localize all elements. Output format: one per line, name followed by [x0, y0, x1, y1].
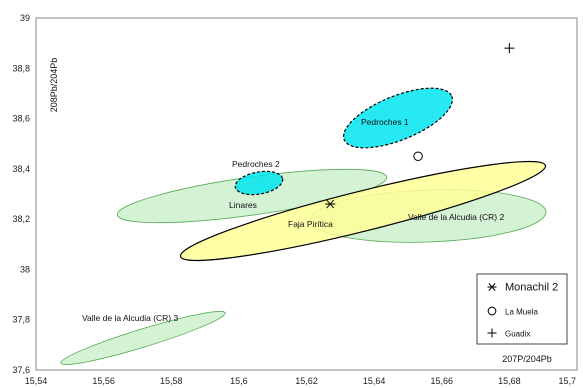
x-axis-label: 207P/204Pb — [502, 354, 552, 364]
y-axis-label: 208Pb/204Pb — [49, 58, 59, 113]
y-tick-label: 37,8 — [12, 315, 30, 325]
field-valle-alcudia-3 — [60, 311, 226, 365]
field-label-faja-piritica: Faja Pirítica — [288, 219, 333, 229]
x-tick-label: 15,68 — [498, 376, 521, 386]
y-tick-label: 37,6 — [12, 365, 30, 375]
y-tick-label: 38,2 — [12, 214, 30, 224]
y-tick-label: 38,4 — [12, 164, 30, 174]
y-tick-label: 39 — [20, 13, 30, 23]
y-tick-label: 38,6 — [12, 114, 30, 124]
x-tick-label: 15,64 — [363, 376, 386, 386]
legend-label: Guadix — [505, 330, 530, 339]
field-label-linares: Linares — [229, 200, 257, 210]
legend-marker-monachil-2 — [487, 283, 497, 291]
x-tick-label: 15,54 — [25, 376, 48, 386]
point-guadix — [504, 43, 515, 54]
field-faja-piritica — [179, 160, 547, 262]
field-pedroches-1 — [342, 87, 454, 149]
legend-label: La Muela — [505, 308, 538, 317]
field-label-valle-alcudia-3: Valle de la Alcudia (CR) 3 — [82, 313, 178, 323]
legend-marker-guadix — [487, 328, 497, 338]
point-monachil-2 — [325, 199, 336, 209]
field-pedroches-2 — [234, 170, 284, 196]
field-label-pedroches-1: Pedroches 1 — [361, 117, 409, 127]
y-tick-label: 38 — [20, 264, 30, 274]
y-tick-label: 38,8 — [12, 63, 30, 73]
x-tick-labels: 15,54 15,56 15,58 15,6 15,62 15,64 15,66 15,68 1… — [25, 376, 576, 386]
field-label-pedroches-2: Pedroches 2 — [232, 159, 280, 169]
fields-layer — [60, 87, 547, 365]
point-la-muela — [413, 151, 423, 162]
x-tick-label: 15,6 — [230, 376, 248, 386]
legend-label: Monachil 2 — [505, 282, 558, 294]
x-tick-label: 15,56 — [92, 376, 115, 386]
x-tick-label: 15,62 — [295, 376, 318, 386]
x-tick-label: 15,7 — [558, 376, 576, 386]
y-tick-labels: 37,6 37,8 38 38,2 38,4 38,6 38,8 39 — [12, 13, 30, 375]
legend: Monachil 2 La Muela Guadix — [476, 273, 568, 345]
x-tick-label: 15,66 — [430, 376, 453, 386]
x-tick-label: 15,58 — [160, 376, 183, 386]
legend-marker-la-muela — [487, 306, 497, 316]
field-label-valle-alcudia-2: Valle de la Alcudia (CR) 2 — [408, 212, 504, 222]
points-layer — [325, 43, 515, 209]
